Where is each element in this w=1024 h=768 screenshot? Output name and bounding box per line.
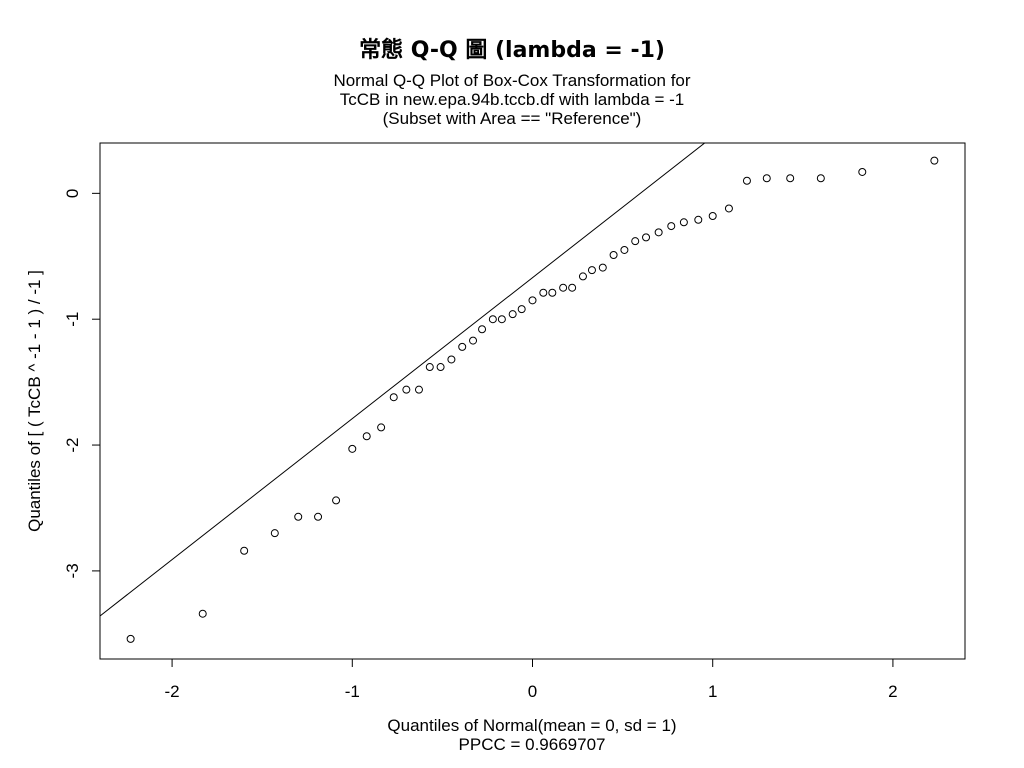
data-point bbox=[708, 211, 717, 220]
data-point bbox=[488, 315, 497, 324]
x-tick-label: 2 bbox=[888, 682, 897, 701]
data-point bbox=[240, 546, 249, 555]
data-point bbox=[294, 512, 303, 521]
data-point bbox=[436, 363, 445, 372]
data-point bbox=[587, 266, 596, 275]
reference-line bbox=[100, 143, 706, 617]
data-point bbox=[642, 233, 651, 242]
data-point bbox=[654, 228, 663, 237]
x-axis: -2 -1 0 1 2 bbox=[165, 659, 898, 701]
data-point bbox=[742, 176, 751, 185]
plot-frame bbox=[99, 142, 966, 660]
data-point bbox=[598, 263, 607, 272]
chart-subtitle-line-2: TcCB in new.epa.94b.tccb.df with lambda … bbox=[339, 90, 685, 109]
y-tick-label: -2 bbox=[63, 437, 82, 452]
data-point bbox=[858, 167, 867, 176]
data-point bbox=[497, 315, 506, 324]
data-point bbox=[620, 245, 629, 254]
data-point bbox=[724, 204, 733, 213]
data-point bbox=[816, 174, 825, 183]
data-point bbox=[548, 288, 557, 297]
data-point bbox=[458, 342, 467, 351]
x-tick-label: 1 bbox=[708, 682, 717, 701]
chart-subtitle-line-1: Normal Q-Q Plot of Box-Cox Transformatio… bbox=[333, 71, 691, 90]
data-point bbox=[667, 222, 676, 231]
data-point bbox=[578, 272, 587, 281]
data-point bbox=[786, 174, 795, 183]
y-tick-label: 0 bbox=[63, 189, 82, 198]
data-point bbox=[198, 609, 207, 618]
data-point bbox=[377, 423, 386, 432]
data-point bbox=[362, 432, 371, 441]
data-point bbox=[559, 283, 568, 292]
data-point bbox=[332, 496, 341, 505]
x-tick-label: -1 bbox=[345, 682, 360, 701]
data-points bbox=[126, 156, 939, 643]
data-point bbox=[762, 174, 771, 183]
data-point bbox=[568, 283, 577, 292]
data-point bbox=[478, 325, 487, 334]
chart-title: 常態 Q-Q 圖 (lambda = -1) bbox=[359, 38, 665, 63]
data-point bbox=[469, 336, 478, 345]
data-point bbox=[539, 288, 548, 297]
y-axis: 0 -1 -2 -3 bbox=[63, 189, 100, 578]
x-tick-label: -2 bbox=[165, 682, 180, 701]
data-point bbox=[694, 215, 703, 224]
y-axis-label: Quantiles of [ ( TcCB ^ -1 - 1 ) / -1 ] bbox=[25, 270, 44, 532]
ppcc-label: PPCC = 0.9669707 bbox=[458, 735, 606, 754]
data-point bbox=[314, 512, 323, 521]
x-tick-label: 0 bbox=[528, 682, 537, 701]
reference-line-segment bbox=[100, 143, 706, 617]
data-point bbox=[528, 296, 537, 305]
data-point bbox=[348, 444, 357, 453]
data-point bbox=[930, 156, 939, 165]
x-axis-label: Quantiles of Normal(mean = 0, sd = 1) bbox=[387, 716, 677, 735]
data-point bbox=[679, 218, 688, 227]
data-point bbox=[414, 385, 423, 394]
data-point bbox=[517, 305, 526, 314]
data-point bbox=[609, 251, 618, 260]
y-tick-label: -3 bbox=[63, 563, 82, 578]
y-tick-label: -1 bbox=[63, 312, 82, 327]
data-point bbox=[126, 634, 135, 643]
data-point bbox=[425, 363, 434, 372]
data-point bbox=[447, 355, 456, 364]
data-point bbox=[631, 237, 640, 246]
data-point bbox=[389, 393, 398, 402]
data-point bbox=[508, 310, 517, 319]
data-point bbox=[270, 529, 279, 538]
chart-subtitle-line-3: (Subset with Area == "Reference") bbox=[382, 109, 642, 128]
data-point bbox=[402, 385, 411, 394]
